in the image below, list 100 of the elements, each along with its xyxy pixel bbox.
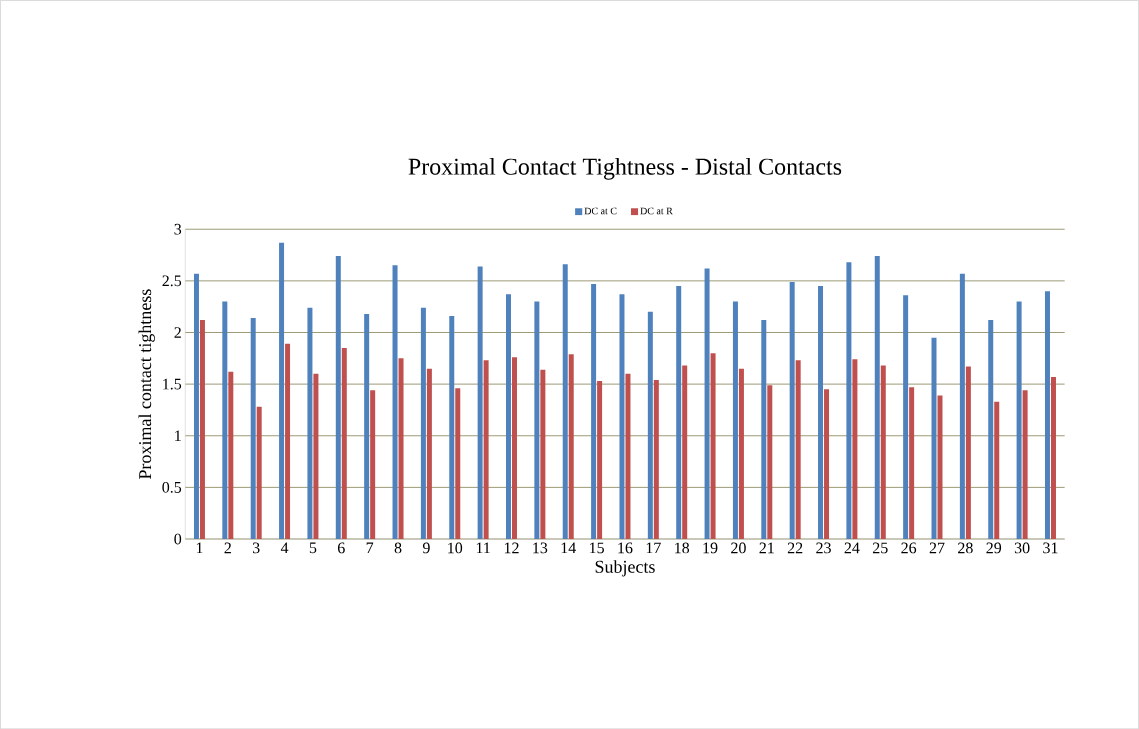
bar [307, 307, 313, 539]
x-tick-label: 20 [731, 542, 746, 554]
bar [335, 255, 341, 539]
bar [1022, 390, 1028, 539]
x-tick-label: 31 [1043, 542, 1058, 554]
bar [483, 360, 489, 539]
bar [959, 273, 965, 539]
bar [199, 319, 205, 539]
bar [398, 358, 404, 539]
bar [710, 353, 716, 539]
bar [625, 373, 631, 539]
bar [732, 301, 738, 539]
bar [874, 255, 880, 539]
x-tick-label: 17 [646, 542, 661, 553]
bar [767, 385, 773, 539]
bar [903, 295, 909, 539]
y-axis-title: Proximal contact tightness [138, 289, 155, 479]
bar [965, 366, 971, 539]
y-tick-label: 2.5 [162, 275, 182, 287]
bar [937, 395, 943, 539]
x-tick-label: 26 [901, 542, 917, 554]
bar [568, 354, 574, 539]
bar [1016, 301, 1022, 539]
bar [931, 337, 937, 539]
x-tick-label: 22 [787, 542, 803, 553]
bar [364, 313, 370, 539]
x-tick-label: 19 [703, 542, 718, 554]
y-tick-label: 1.5 [163, 378, 182, 390]
bar [846, 262, 852, 539]
x-tick-label: 21 [759, 542, 774, 553]
x-tick-label: 10 [448, 542, 463, 554]
bar [506, 294, 511, 539]
x-tick-label: 5 [309, 542, 317, 554]
bar [591, 283, 597, 539]
x-tick-label: 16 [618, 542, 633, 554]
x-tick-label: 18 [675, 542, 690, 554]
x-tick-label: 2 [224, 542, 231, 553]
bar [426, 368, 432, 539]
x-tick-label: 6 [337, 542, 345, 554]
y-tick-label: 2 [174, 327, 181, 338]
x-tick-label: 12 [504, 542, 519, 553]
x-tick-label: 7 [366, 542, 374, 553]
y-tick-label: 0.5 [162, 481, 182, 493]
bar [420, 307, 426, 539]
x-axis-title: Subjects [595, 560, 655, 577]
bar [392, 265, 398, 539]
bar [824, 389, 830, 539]
bar [534, 301, 540, 539]
bar [279, 242, 285, 539]
bar [193, 273, 199, 539]
bar [222, 301, 228, 539]
x-tick-label: 8 [394, 542, 402, 554]
legend-label: DC at C [584, 207, 617, 215]
bar [313, 373, 319, 539]
bar [597, 380, 603, 539]
bar [1044, 291, 1050, 539]
bar [738, 368, 744, 539]
x-tick-label: 15 [590, 542, 604, 554]
bar [795, 360, 801, 539]
x-tick-label: 25 [872, 542, 888, 554]
legend-label: DC at R [640, 207, 673, 215]
bar [682, 365, 688, 539]
x-tick-label: 13 [533, 542, 548, 554]
chart-title: Proximal Contact Tightness - Distal Contacts [408, 157, 842, 180]
y-tick-label: 1 [175, 430, 181, 441]
y-tick-label: 3 [174, 223, 182, 235]
bar [540, 369, 546, 539]
bar [909, 387, 915, 539]
bar [852, 359, 858, 539]
bar [477, 266, 483, 539]
x-tick-label: 27 [929, 542, 945, 553]
bar [653, 379, 659, 539]
bar [619, 294, 625, 539]
bar [285, 343, 291, 539]
bar [761, 319, 767, 539]
x-tick-label: 4 [280, 542, 289, 553]
x-tick-label: 24 [844, 542, 860, 553]
bar [647, 311, 653, 539]
bar [1050, 376, 1056, 539]
x-tick-label: 3 [252, 542, 260, 554]
x-tick-label: 29 [986, 542, 1002, 554]
bar [704, 268, 710, 539]
bar [341, 347, 347, 539]
bar [880, 365, 886, 539]
x-tick-label: 9 [422, 542, 430, 554]
bar [512, 357, 517, 539]
x-tick-label: 30 [1014, 542, 1030, 554]
bar [789, 281, 795, 539]
bar [370, 390, 376, 539]
bar [562, 264, 568, 539]
bar [250, 317, 256, 539]
x-tick-label: 11 [476, 542, 490, 553]
bar [994, 401, 1000, 539]
y-tick-label: 0 [174, 533, 182, 545]
bar [449, 315, 455, 539]
x-tick-label: 28 [958, 542, 973, 554]
x-tick-label: 14 [561, 542, 576, 553]
bar [455, 388, 461, 539]
x-tick-label: 1 [196, 542, 203, 553]
x-tick-label: 23 [816, 542, 831, 554]
